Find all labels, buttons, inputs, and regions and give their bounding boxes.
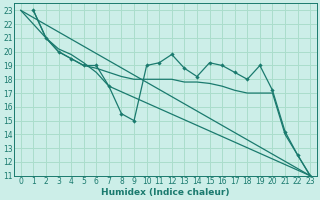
X-axis label: Humidex (Indice chaleur): Humidex (Indice chaleur) — [101, 188, 230, 197]
